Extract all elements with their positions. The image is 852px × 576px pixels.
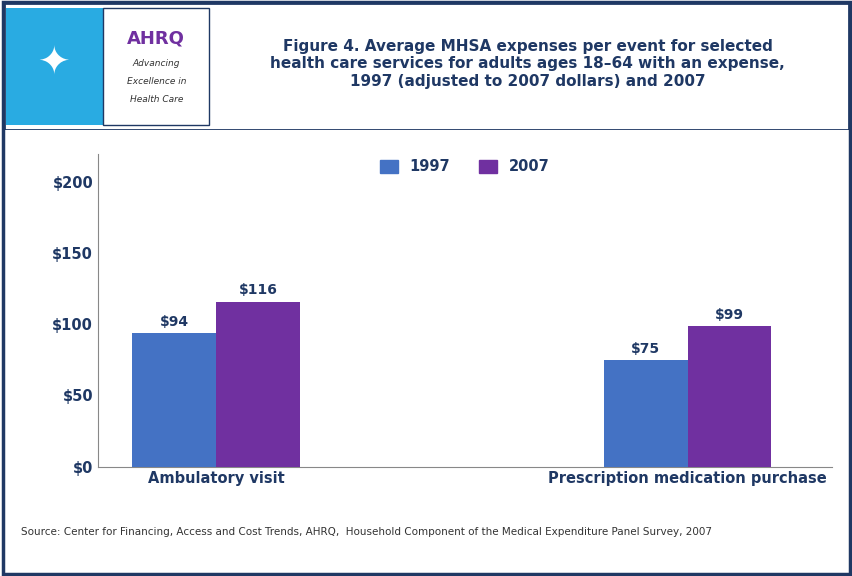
Text: Excellence in: Excellence in <box>126 77 186 86</box>
Bar <box>603 360 687 467</box>
Text: $75: $75 <box>630 342 659 355</box>
Text: AHRQ: AHRQ <box>127 29 185 47</box>
Text: $116: $116 <box>239 283 277 297</box>
Text: Health Care: Health Care <box>130 94 182 104</box>
Text: ✦: ✦ <box>37 45 71 83</box>
Bar <box>6 8 103 124</box>
Text: $94: $94 <box>159 314 188 329</box>
Bar <box>103 8 209 124</box>
Bar <box>687 326 770 467</box>
Text: Source: Center for Financing, Access and Cost Trends, AHRQ,  Household Component: Source: Center for Financing, Access and… <box>21 527 711 537</box>
FancyBboxPatch shape <box>4 3 848 130</box>
Bar <box>216 302 299 467</box>
Legend: 1997, 2007: 1997, 2007 <box>376 155 553 179</box>
Text: Advancing: Advancing <box>132 59 180 68</box>
Bar <box>132 333 216 467</box>
Text: $99: $99 <box>714 308 743 321</box>
Text: Figure 4. Average MHSA expenses per event for selected
health care services for : Figure 4. Average MHSA expenses per even… <box>270 39 785 89</box>
